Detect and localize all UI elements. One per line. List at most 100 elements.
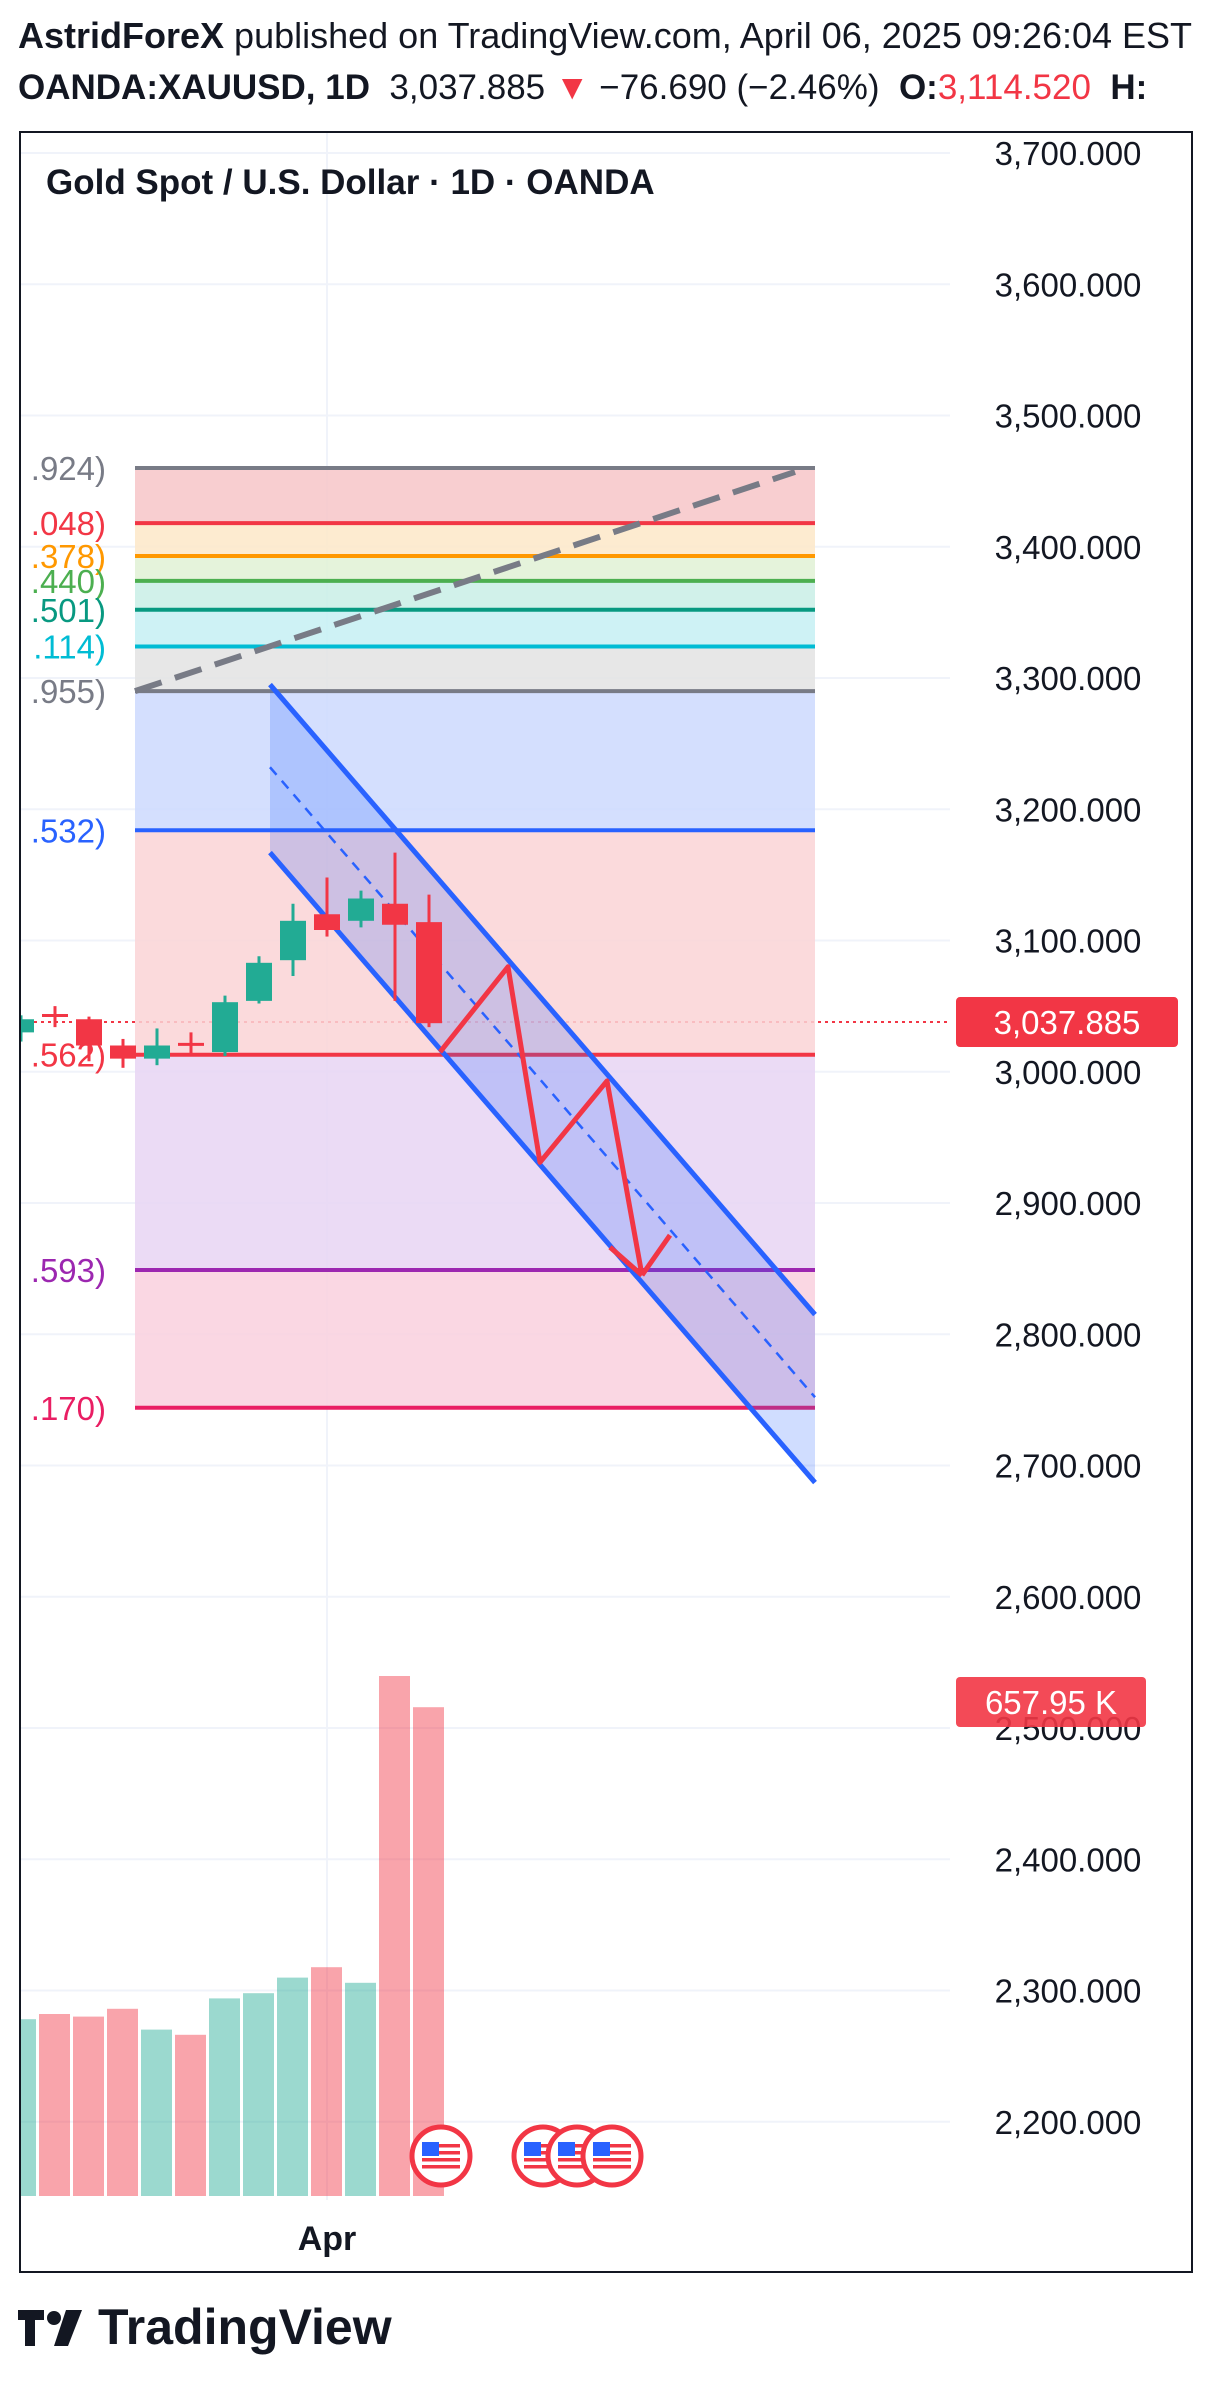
price-tick-label: 3,400.000 (995, 529, 1142, 566)
flag-stripe (593, 2144, 631, 2148)
channel-upper-line (268, 682, 817, 1317)
flag-stripe (422, 2144, 460, 2148)
flag-stripe (593, 2151, 631, 2155)
candle-body (76, 1019, 102, 1046)
volume-bar (277, 1977, 308, 2196)
fib-zone (135, 609, 815, 647)
open-value: 3,114.520 (937, 68, 1091, 107)
volume-bar (39, 2014, 70, 2196)
us-flag-event-icon (580, 2124, 644, 2188)
price-tick-label: 2,400.000 (995, 1841, 1142, 1878)
down-arrow-icon: ▼ (554, 68, 590, 107)
candle-body (144, 1045, 170, 1059)
channel-lower-line (268, 850, 817, 1485)
candle-body (42, 1014, 68, 1017)
footer-brand: TradingView (98, 2299, 392, 2355)
fib-zone (135, 646, 815, 692)
fib-level-label: .378) (31, 538, 106, 575)
volume-bar (311, 1967, 342, 2196)
flag-canton (524, 2142, 541, 2156)
fib-level-label: .924) (31, 450, 106, 487)
volume-badge: 657.95 K (956, 1677, 1146, 1727)
volume-bar (379, 1676, 410, 2196)
projection-zigzag (438, 964, 645, 1276)
candle-body (246, 962, 272, 1001)
fib-zone (135, 523, 815, 556)
candle-body (110, 1045, 136, 1059)
flag-stripe (558, 2165, 596, 2169)
fib-zone (135, 468, 815, 524)
candle-body (212, 1002, 238, 1053)
fib-zone (135, 580, 815, 610)
fib-retracement[interactable] (134, 466, 815, 1410)
volume-bar (20, 2019, 36, 2196)
candlestick-series (20, 852, 442, 1068)
candle-body (280, 920, 306, 961)
fib-level-label: .562) (31, 1037, 106, 1074)
volume-bars (20, 1676, 444, 2196)
candle-body (178, 1042, 204, 1046)
symbol-name: OANDA:XAUUSD, 1D (18, 68, 370, 107)
price-axis: 3,700.000 3,600.000 3,500.000 3,400.000 3,30… (995, 135, 1142, 2141)
price-tick-label: 2,300.000 (995, 1973, 1142, 2010)
flag-stripe (558, 2158, 596, 2162)
fib-level-label: .048) (31, 505, 106, 542)
flag-stripe (422, 2165, 460, 2169)
tradingview-logo[interactable]: TradingView (18, 2298, 392, 2360)
price-tick-label: 2,900.000 (995, 1185, 1142, 1222)
price-tick-label: 3,200.000 (995, 791, 1142, 828)
fib-level-label: .170) (31, 1390, 106, 1427)
tradingview-logo-icon (18, 2302, 88, 2360)
fib-zone (135, 830, 815, 1055)
flag-stripe (524, 2158, 562, 2162)
price-tick-label: 2,800.000 (995, 1316, 1142, 1353)
candle-body (20, 1019, 34, 1033)
fib-zone (135, 691, 815, 831)
trend-line (134, 469, 796, 694)
candle-body (348, 898, 374, 921)
chart-border (19, 131, 1193, 2273)
price-tick-label: 3,700.000 (995, 135, 1142, 172)
last-price: 3,037.885 (389, 68, 546, 107)
price-change: −76.690 (−2.46%) (599, 68, 880, 107)
fib-level-label: .955) (31, 673, 106, 710)
flag-stripe (524, 2165, 562, 2169)
candle-body (314, 914, 340, 930)
flag-stripe (558, 2151, 596, 2155)
open-label: O: (898, 68, 938, 107)
volume-bar (413, 1707, 444, 2196)
x-axis-label-apr: Apr (298, 2220, 357, 2258)
high-label: H: (1110, 68, 1148, 107)
price-tick-label: 3,300.000 (995, 660, 1142, 697)
fib-level-label: .501) (31, 592, 106, 629)
flag-canton (558, 2142, 575, 2156)
fib-level-labels: .924) .048).378).440).501).114) .955) .532)… (31, 450, 106, 1427)
flag-stripe (422, 2158, 460, 2162)
publish-date: published on TradingView.com, April 06, … (224, 15, 1193, 56)
descending-channel[interactable] (268, 682, 817, 1485)
price-tick-label: 3,500.000 (995, 398, 1142, 435)
volume-bar (243, 1993, 274, 2196)
flag-stripe (524, 2151, 562, 2155)
us-flag-event-icon (409, 2124, 473, 2188)
price-tick-label: 3,000.000 (995, 1054, 1142, 1091)
flag-stripe (593, 2158, 631, 2162)
price-tick-label: 2,700.000 (995, 1448, 1142, 1485)
flag-stripe (422, 2151, 460, 2155)
price-tick-label: 2,200.000 (995, 2104, 1142, 2141)
volume-bar (175, 2034, 206, 2196)
fib-level-label: .593) (31, 1252, 106, 1289)
price-tick-label: 3,600.000 (995, 266, 1142, 303)
volume-bar (345, 1982, 376, 2196)
fib-zone (135, 1269, 815, 1408)
arrowhead-right (639, 1233, 673, 1277)
projection-path[interactable] (438, 964, 673, 1278)
candle-body (382, 903, 408, 925)
flag-stripe (558, 2144, 596, 2148)
fib-level-label: .114) (33, 629, 106, 666)
candle-body (416, 922, 442, 1024)
channel-median-line (269, 766, 816, 1399)
flag-canton (422, 2142, 439, 2156)
economic-events[interactable] (409, 2124, 644, 2188)
